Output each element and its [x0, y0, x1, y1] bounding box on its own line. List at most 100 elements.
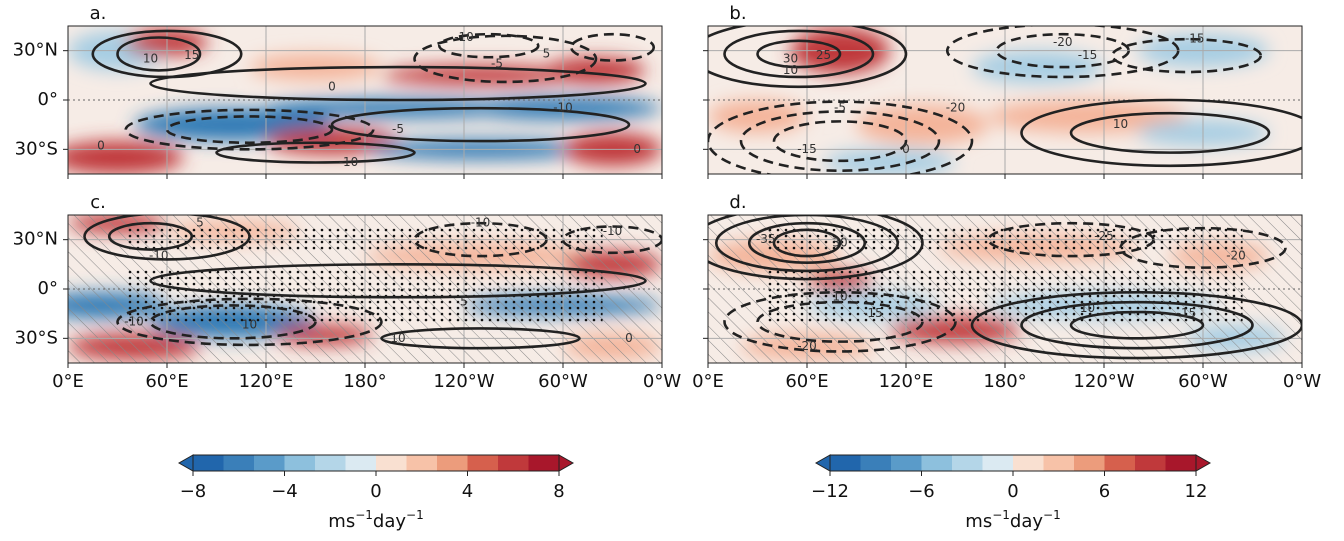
x-tick-label: 120°W: [1073, 371, 1134, 392]
x-tick-label: 60°E: [785, 371, 828, 392]
contour: [756, 300, 924, 343]
colorbar-box: [952, 455, 983, 471]
contour-label: 10: [242, 318, 257, 332]
contour: [413, 34, 598, 84]
contour-label: 10: [832, 290, 847, 304]
x-tick-label: 60°W: [1178, 371, 1228, 392]
colorbar-box: [498, 455, 529, 471]
contour-label: 0: [625, 331, 633, 345]
contour: [995, 32, 1131, 69]
contour-label: -15: [797, 142, 817, 156]
contour-label: 0: [902, 142, 910, 156]
x-tick-label: 60°W: [538, 371, 588, 392]
contour-label: -5: [491, 56, 503, 70]
y-tick-label: 30°N: [13, 229, 58, 250]
field-blob: [708, 100, 807, 133]
colorbar-box: [860, 455, 892, 471]
colorbar-box: [193, 455, 224, 471]
contour-label: -35: [756, 232, 776, 246]
colorbar-arrow: [814, 454, 831, 472]
contour-label: -10: [339, 155, 359, 169]
unit-part: ms: [328, 511, 355, 532]
contour: [413, 221, 548, 258]
colorbar-box: [315, 455, 346, 471]
contour: [714, 215, 900, 273]
contour: [708, 100, 974, 174]
x-tick-label: 120°W: [433, 371, 494, 392]
contour: [215, 141, 416, 164]
contour-label: -10: [553, 101, 573, 115]
x-tick-label: 0°E: [692, 371, 724, 392]
contour: [708, 215, 924, 281]
contour: [149, 304, 317, 340]
contour: [1069, 310, 1205, 340]
contour-label: 25: [816, 48, 831, 62]
map-panel: -35 30 -25 -20 10 -15 10 -15 -20: [708, 215, 1302, 363]
colorbar-box: [345, 455, 377, 471]
y-tick-label: 0°: [38, 278, 58, 299]
contour-label: -10: [471, 216, 491, 230]
x-tick-label: 0°W: [643, 371, 681, 392]
map-panel: 10 15 -10 -5 0 5 -5 0 -10 -10 0: [68, 26, 662, 174]
colorbar-tick-label: −8: [180, 481, 207, 502]
contour: [380, 327, 581, 350]
contour: [970, 290, 1302, 360]
contour: [116, 36, 202, 72]
colorbar-tick-label: 12: [1185, 481, 1208, 502]
contour: [1020, 98, 1302, 168]
contour-label: -20: [1053, 35, 1073, 49]
unit-part: −1: [355, 508, 373, 522]
y-tick-label: 30°N: [13, 40, 58, 61]
contour-label: 5: [196, 216, 204, 230]
colorbar-box: [223, 455, 255, 471]
colorbar-box: [467, 455, 499, 471]
colorbar-box: [1074, 455, 1105, 471]
x-tick-label: 0°W: [1283, 371, 1321, 392]
colorbar-label: ms−1day−1: [328, 508, 423, 533]
contour: [107, 221, 194, 251]
field-blob: [68, 141, 184, 174]
contour-label: 15: [184, 48, 199, 62]
contour-label: -15: [1078, 48, 1098, 62]
contour-label: -15: [863, 306, 883, 320]
contour-label: -15: [1185, 32, 1205, 46]
colorbar-box: [1104, 455, 1136, 471]
contour: [772, 120, 908, 163]
y-tick-label: 30°S: [15, 327, 58, 348]
panel-label: a.: [90, 3, 107, 24]
contour: [772, 228, 842, 258]
colorbar-box: [830, 455, 861, 471]
field-blob: [988, 100, 1187, 133]
colorbar-tick-label: 4: [462, 481, 473, 502]
contour-label: 10: [783, 63, 798, 77]
contour-label: 10: [390, 331, 405, 345]
colorbar-box: [1165, 455, 1197, 471]
colorbar-box: [891, 455, 922, 471]
panel-label: b.: [729, 3, 746, 24]
map-panel: -10 5 -10 -10 5 10 -10 10 0: [68, 215, 662, 363]
contour-label: 0: [328, 79, 336, 93]
contour-label: 0: [97, 139, 105, 153]
contour-label: -5: [392, 122, 404, 136]
colorbar-box: [1013, 455, 1044, 471]
contour: [149, 263, 647, 299]
colorbar-box: [376, 455, 407, 471]
colorbar-tick-label: −4: [271, 481, 298, 502]
unit-part: day: [1010, 511, 1043, 532]
panel-label: c.: [90, 192, 106, 213]
contour-label: -20: [1226, 249, 1246, 263]
contour: [149, 65, 647, 102]
contour-label: 10: [1113, 117, 1128, 131]
x-tick-label: 120°E: [879, 371, 934, 392]
colorbar-box: [1043, 455, 1075, 471]
unit-part: −1: [992, 508, 1010, 522]
contour: [747, 221, 867, 264]
colorbar-box: [1135, 455, 1166, 471]
unit-part: day: [373, 511, 406, 532]
contour-label: -20: [797, 339, 817, 353]
y-tick-label: 30°S: [15, 138, 58, 159]
contour-label: -15: [1177, 306, 1197, 320]
unit-part: −1: [406, 508, 424, 522]
contour-label: 5: [460, 295, 468, 309]
contour-label: -25: [1094, 229, 1114, 243]
